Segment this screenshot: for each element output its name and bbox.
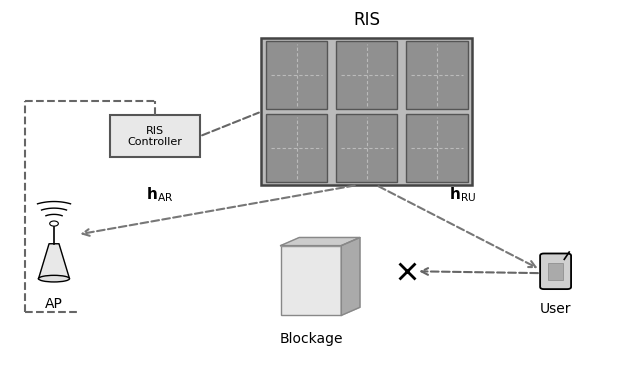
Bar — [109, 115, 200, 158]
Bar — [266, 114, 327, 182]
Ellipse shape — [39, 275, 70, 282]
Bar — [336, 114, 397, 182]
Polygon shape — [39, 244, 70, 279]
Polygon shape — [341, 238, 360, 315]
Text: Blockage: Blockage — [279, 332, 343, 346]
FancyBboxPatch shape — [540, 253, 571, 289]
Circle shape — [50, 221, 58, 226]
Bar — [336, 41, 397, 109]
Bar — [548, 263, 563, 280]
Text: AP: AP — [45, 297, 63, 311]
Text: RIS
Controller: RIS Controller — [128, 125, 182, 147]
Bar — [406, 41, 468, 109]
Bar — [266, 41, 327, 109]
Polygon shape — [281, 238, 360, 246]
Text: $\mathbf{h}_{\mathrm{RU}}$: $\mathbf{h}_{\mathrm{RU}}$ — [449, 185, 476, 204]
Bar — [281, 246, 341, 315]
Bar — [261, 38, 472, 185]
Text: RIS: RIS — [353, 11, 380, 29]
Bar — [406, 114, 468, 182]
Text: $\mathbf{h}_{\mathrm{AR}}$: $\mathbf{h}_{\mathrm{AR}}$ — [146, 185, 173, 204]
Text: User: User — [540, 302, 572, 316]
